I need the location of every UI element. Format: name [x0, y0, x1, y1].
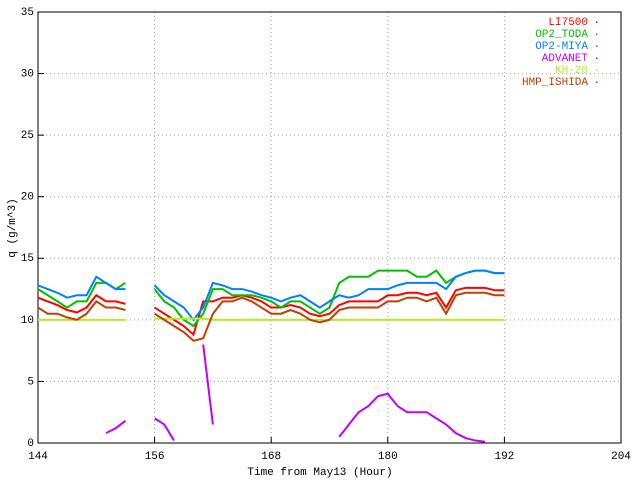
legend-label: ADVANET: [542, 53, 589, 65]
x-tick-label: 144: [28, 451, 48, 463]
series-line: [37, 286, 505, 337]
legend-label: KH-20: [555, 65, 588, 77]
x-tick-label: 204: [611, 451, 631, 463]
y-tick-label: 25: [21, 130, 34, 142]
legend-swatch: [596, 69, 598, 71]
x-tick-label: 156: [145, 451, 165, 463]
legend-label: OP2-MIYA: [535, 41, 588, 53]
x-tick-label: 168: [261, 451, 281, 463]
y-tick-label: 35: [21, 7, 34, 19]
y-axis-label: q (g/m^3): [7, 198, 19, 257]
legend-label: LI7500: [548, 17, 588, 29]
legend-label: OP2_TODA: [535, 29, 588, 41]
y-tick-label: 5: [27, 376, 34, 388]
x-tick-label: 180: [378, 451, 398, 463]
x-axis-label: Time from May13 (Hour): [247, 467, 392, 479]
y-tick-label: 20: [21, 192, 34, 204]
legend-swatch: [596, 81, 598, 83]
y-tick-label: 30: [21, 68, 34, 80]
plot-frame: [37, 11, 622, 444]
legend-swatch: [596, 57, 598, 59]
series-line: [37, 291, 505, 342]
legend-swatch: [596, 45, 598, 47]
y-tick-label: 15: [21, 253, 34, 265]
x-tick-label: 192: [494, 451, 514, 463]
series-line: [37, 269, 505, 322]
series-line: [105, 344, 486, 443]
legend-label: HMP_ISHIDA: [522, 77, 588, 89]
y-tick-label: 10: [21, 315, 34, 327]
legend-swatch: [596, 33, 598, 35]
legend-swatch: [596, 21, 598, 23]
y-tick-label: 0: [27, 438, 34, 450]
